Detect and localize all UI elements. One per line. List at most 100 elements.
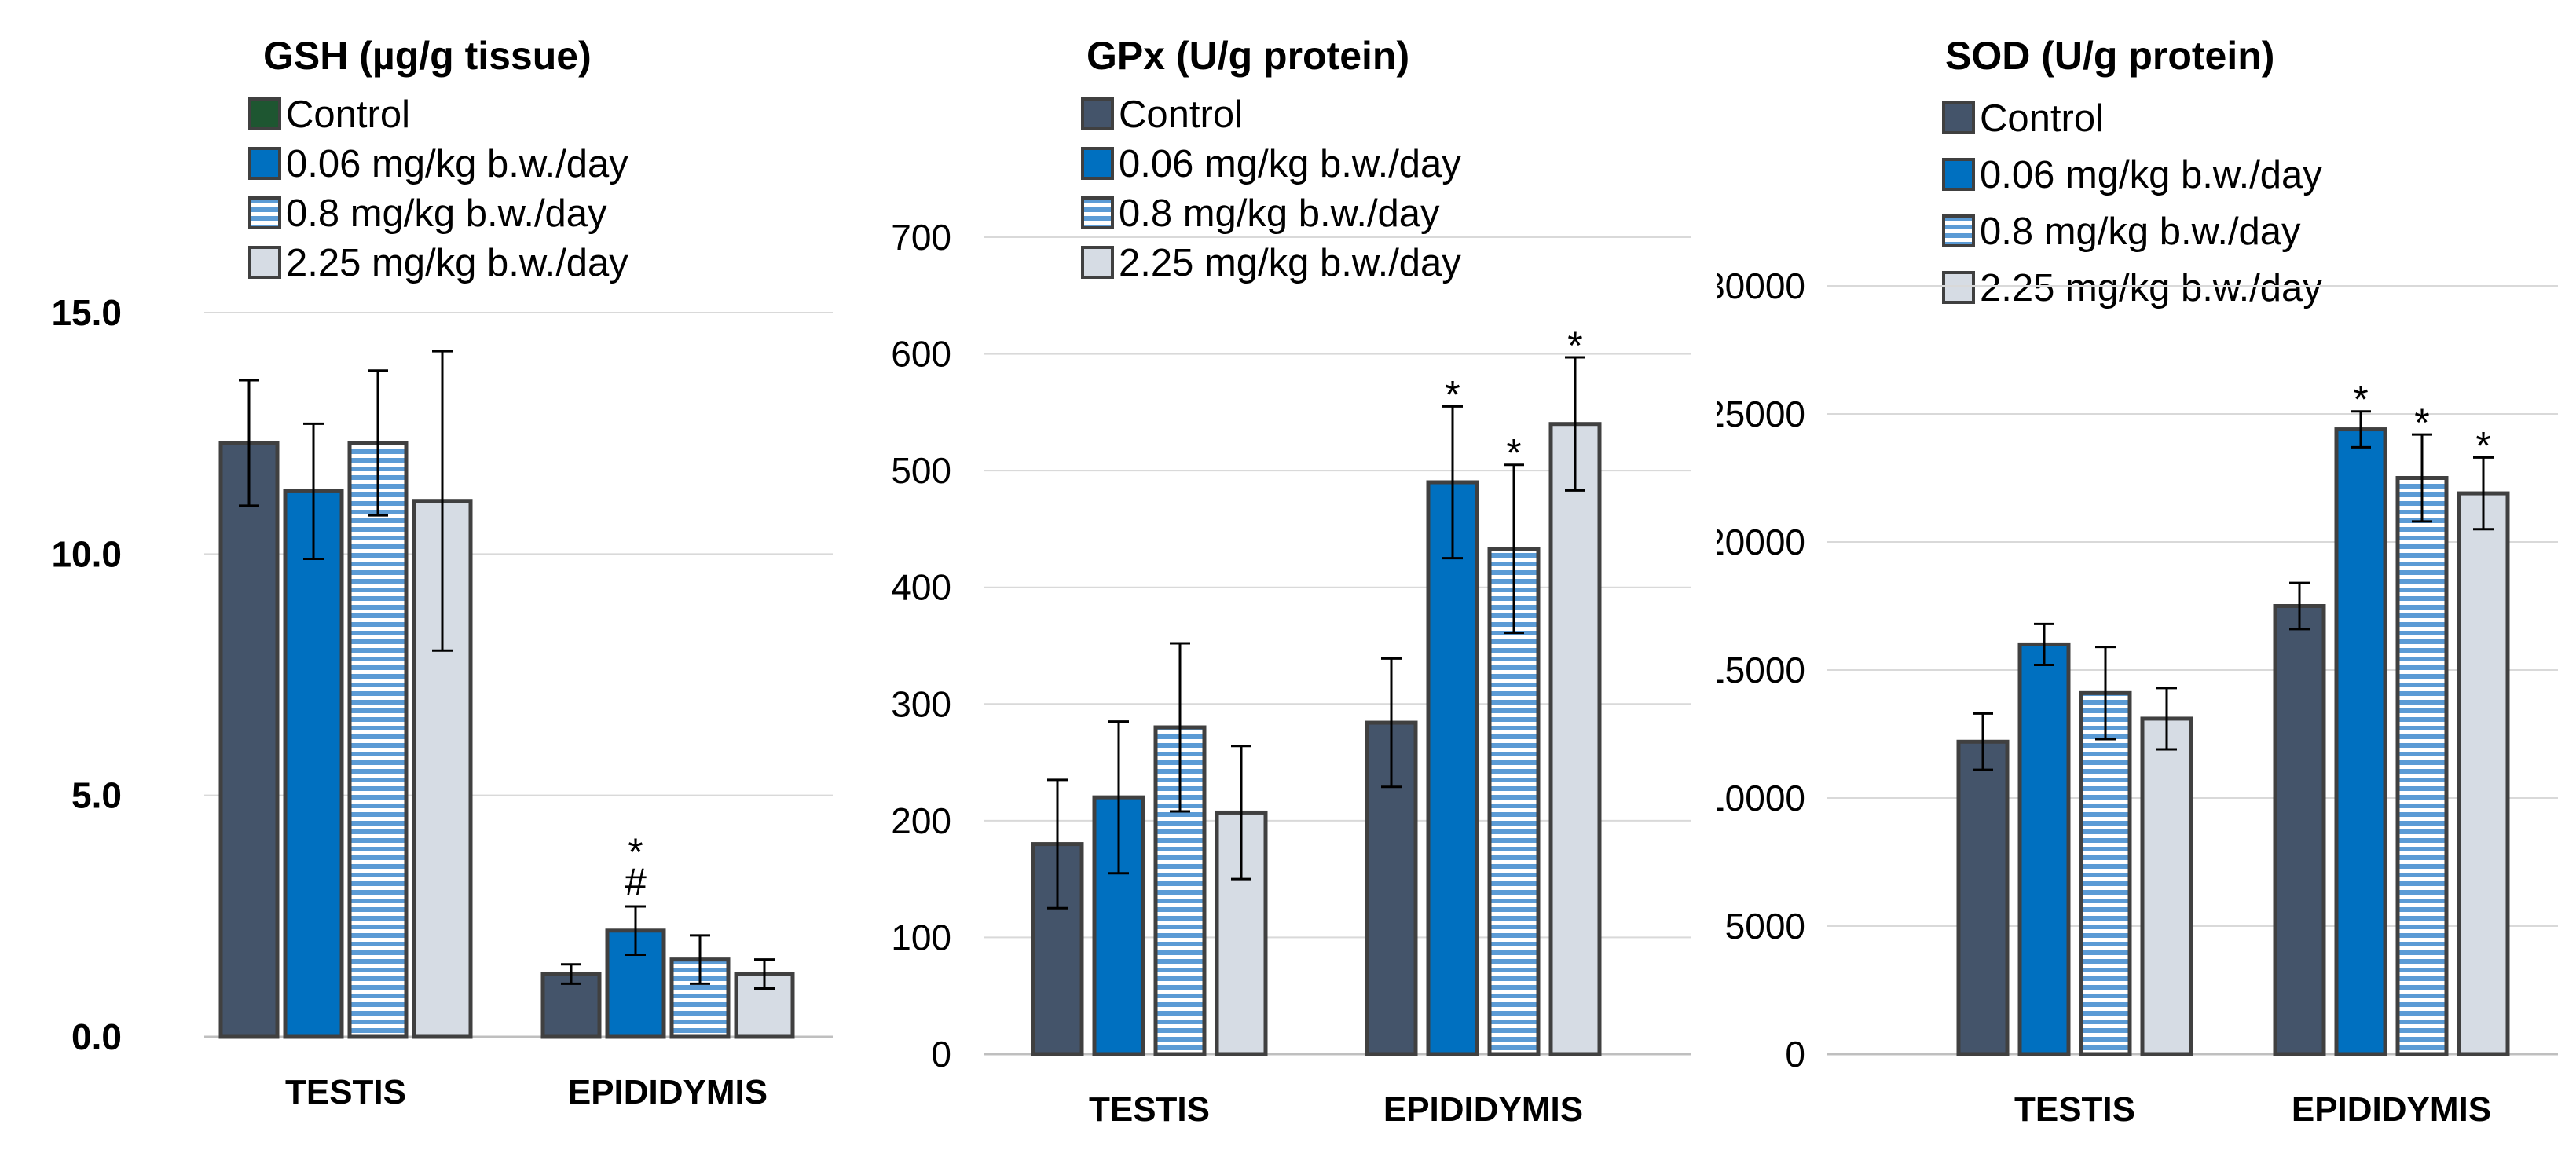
legend-swatch-2-25-mg-kg-b-w-day [248,246,281,279]
x-tick-label-epididymis: EPIDIDYMIS [568,1073,768,1111]
significance-marker: * [2353,378,2368,422]
legend-label-0-06-mg-kg-b-w-day: 0.06 mg/kg b.w./day [286,143,628,185]
legend-label-2-25-mg-kg-b-w-day: 2.25 mg/kg b.w./day [286,242,628,284]
error-bar-testis-0-06-mg-kg-b-w-day [2034,622,2054,666]
chart-title: GPx (U/g protein) [1086,34,1409,78]
legend-label-2-25-mg-kg-b-w-day: 2.25 mg/kg b.w./day [1119,242,1461,284]
bar-epididymis-0-06-mg-kg-b-w-day [1426,480,1479,1056]
error-bar-epididymis-0-06-mg-kg-b-w-day [625,905,646,957]
x-tick-label-testis: TESTIS [1089,1090,1210,1129]
legend-swatch-control [1942,101,1975,134]
legend-swatch-0-06-mg-kg-b-w-day [1942,158,1975,191]
bar-testis-0-8-mg-kg-b-w-day [2079,690,2132,1056]
x-tick-label-epididymis: EPIDIDYMIS [1383,1090,1583,1129]
error-bar-epididymis-2-25-mg-kg-b-w-day [754,958,775,990]
y-tick-label: 0 [931,1034,951,1075]
legend-swatch-control [1081,97,1114,130]
error-bar-epididymis-0-8-mg-kg-b-w-day [690,934,710,985]
error-bar-testis-2-25-mg-kg-b-w-day [2156,687,2177,751]
y-tick-label: 5.0 [71,775,122,816]
error-bar-testis-control [1047,778,1068,910]
error-bar-epididymis-control [1381,657,1402,789]
error-bar-epididymis-2-25-mg-kg-b-w-day [2473,456,2494,531]
legend-label-0-8-mg-kg-b-w-day: 0.8 mg/kg b.w./day [1119,192,1440,235]
legend-label-control: Control [1980,97,2104,140]
y-tick-label: 30000 [1717,265,1805,306]
chart-title: SOD (U/g protein) [1945,34,2274,78]
y-tick-label: 0 [1785,1034,1805,1075]
legend-label-2-25-mg-kg-b-w-day: 2.25 mg/kg b.w./day [1980,267,2322,309]
bar-testis-2-25-mg-kg-b-w-day [412,499,473,1039]
y-tick-label: 15.0 [51,292,122,333]
legend-swatch-0-8-mg-kg-b-w-day [1942,214,1975,247]
legend-swatch-0-06-mg-kg-b-w-day [248,147,281,180]
bar-testis-2-25-mg-kg-b-w-day [2140,716,2193,1056]
x-tick-label-testis: TESTIS [285,1073,406,1111]
legend-label-0-06-mg-kg-b-w-day: 0.06 mg/kg b.w./day [1119,143,1461,185]
bar-epididymis-0-06-mg-kg-b-w-day [2334,427,2387,1056]
error-bar-epididymis-control [2289,581,2310,631]
error-bar-epididymis-0-8-mg-kg-b-w-day [2412,433,2432,523]
legend-swatch-2-25-mg-kg-b-w-day [1081,246,1114,279]
legend-swatch-control [248,97,281,130]
y-tick-label: 100 [891,917,951,957]
significance-marker: * [2414,401,2429,445]
error-bar-epididymis-control [561,963,581,985]
y-tick-label: 400 [891,567,951,608]
y-tick-label: 200 [891,800,951,841]
error-bar-testis-0-8-mg-kg-b-w-day [2095,646,2116,741]
bar-testis-0-06-mg-kg-b-w-day [2017,642,2071,1056]
error-bar-epididymis-0-06-mg-kg-b-w-day [2351,410,2371,449]
error-bar-testis-0-8-mg-kg-b-w-day [368,369,388,517]
y-tick-label: 0.0 [71,1016,122,1057]
legend-label-control: Control [1119,93,1243,136]
legend-label-0-06-mg-kg-b-w-day: 0.06 mg/kg b.w./day [1980,154,2322,196]
legend-label-control: Control [286,93,410,136]
bar-epididymis-2-25-mg-kg-b-w-day [1548,422,1602,1056]
chart-title: GSH (µg/g tissue) [263,34,592,78]
y-tick-label: 15000 [1717,650,1805,690]
significance-marker: * [1445,372,1460,416]
significance-marker: * [1567,324,1582,368]
sod-chart: SOD (U/g protein) Control 0.06 mg/kg b.w./… [1717,34,2558,1129]
error-bar-epididymis-0-06-mg-kg-b-w-day [1442,405,1463,560]
y-tick-label: 5000 [1725,906,1805,946]
legend-swatch-0-8-mg-kg-b-w-day [248,196,281,229]
y-tick-label: 20000 [1717,522,1805,562]
error-bar-epididymis-0-8-mg-kg-b-w-day [1504,463,1524,635]
y-tick-label: 10.0 [51,533,122,574]
y-tick-label: 25000 [1717,394,1805,434]
legend-swatch-0-8-mg-kg-b-w-day [1081,196,1114,229]
x-tick-label-epididymis: EPIDIDYMIS [2292,1090,2491,1129]
y-tick-label: 500 [891,450,951,491]
y-tick-label: 10000 [1717,778,1805,818]
bar-testis-0-06-mg-kg-b-w-day [283,489,344,1039]
gsh-chart: GSH (µg/g tissue) Control 0.06 mg/kg b.w./… [51,34,833,1111]
legend-swatch-0-06-mg-kg-b-w-day [1081,147,1114,180]
error-bar-epididymis-2-25-mg-kg-b-w-day [1565,356,1585,492]
bar-epididymis-0-8-mg-kg-b-w-day [2395,476,2449,1056]
y-tick-label: 600 [891,334,951,375]
error-bar-testis-0-8-mg-kg-b-w-day [1170,642,1190,813]
significance-marker: # [625,860,647,904]
error-bar-testis-2-25-mg-kg-b-w-day [1231,745,1251,881]
bar-epididymis-2-25-mg-kg-b-w-day [2457,491,2510,1056]
error-bar-testis-control [239,379,259,507]
bar-testis-control [1956,739,2010,1056]
significance-marker: * [1506,431,1521,475]
error-bar-testis-0-06-mg-kg-b-w-day [1108,720,1129,875]
bar-testis-0-8-mg-kg-b-w-day [347,441,409,1039]
bar-testis-control [218,441,280,1039]
x-tick-label-testis: TESTIS [2014,1090,2135,1129]
error-bar-testis-0-06-mg-kg-b-w-day [303,422,324,560]
y-tick-label: 300 [891,683,951,724]
error-bar-testis-2-25-mg-kg-b-w-day [432,350,453,652]
legend-label-0-8-mg-kg-b-w-day: 0.8 mg/kg b.w./day [286,192,607,235]
significance-marker: * [628,830,643,874]
y-tick-label: 700 [891,217,951,258]
significance-marker: * [2475,423,2490,467]
legend-swatch-2-25-mg-kg-b-w-day [1942,271,1975,304]
legend-label-0-8-mg-kg-b-w-day: 0.8 mg/kg b.w./day [1980,211,2301,253]
error-bar-testis-control [1973,712,1993,771]
bar-epididymis-control [2273,604,2326,1056]
